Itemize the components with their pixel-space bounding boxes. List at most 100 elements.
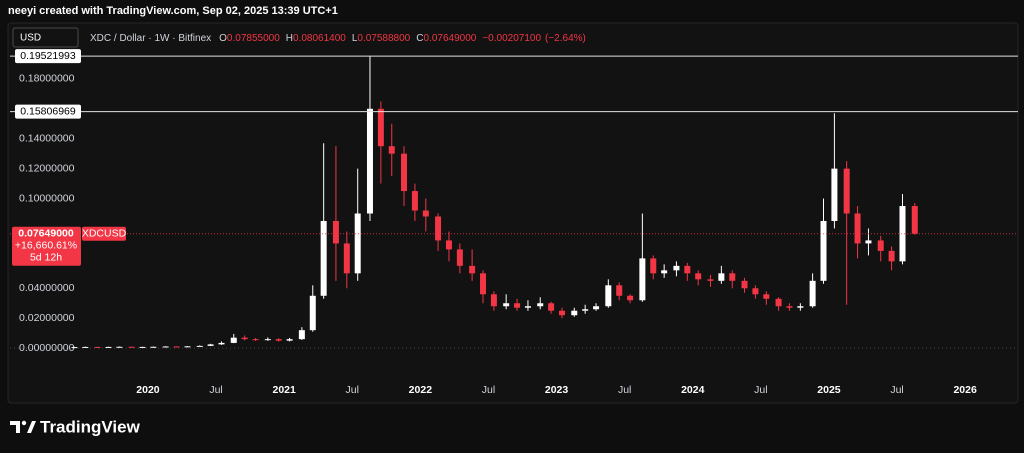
candle-body <box>116 346 123 348</box>
candle-body <box>865 240 872 244</box>
candle-body <box>503 303 510 307</box>
logo: TradingView <box>10 417 141 436</box>
price-line-box <box>15 49 81 64</box>
currency[interactable]: USD <box>20 33 41 44</box>
candle-body <box>241 337 248 340</box>
candle-body <box>105 346 112 348</box>
x-tick-label: Jul <box>890 384 903 396</box>
candle-body <box>831 168 838 221</box>
x-tick-label: Jul <box>754 384 767 396</box>
change: −0.00207100 <box>482 33 541 44</box>
x-tick-label: 2020 <box>136 384 160 396</box>
ticker-box <box>82 226 126 241</box>
candle-body <box>877 240 884 251</box>
candle-body <box>377 108 384 147</box>
y-tick-label: 0.18000000 <box>19 73 75 85</box>
candle-body <box>627 295 634 301</box>
field-value: 0.07588800 <box>357 33 410 44</box>
x-tick-label: 2021 <box>272 384 296 396</box>
candle-body <box>639 258 646 301</box>
candle-body <box>718 273 725 281</box>
price-line-label: 0.15806969 <box>20 105 76 117</box>
brand: TradingView <box>40 417 141 436</box>
y-tick-label: 0.02000000 <box>19 312 75 324</box>
candle-body <box>797 306 804 308</box>
candle-body <box>809 280 816 307</box>
field-key: L <box>352 33 358 44</box>
field-key: C <box>416 33 423 44</box>
candle-body <box>650 258 657 274</box>
price-line-box <box>15 104 81 119</box>
candle-body <box>605 285 612 307</box>
field-value: 0.07855000 <box>227 33 280 44</box>
x-tick-label: Jul <box>209 384 222 396</box>
currency-box[interactable] <box>12 27 79 48</box>
candle-body <box>684 265 691 274</box>
x-tick-label: 2024 <box>681 384 705 396</box>
candle-body <box>888 250 895 262</box>
candle-body <box>593 306 600 310</box>
x-tick-label: 2026 <box>953 384 977 396</box>
candle-body <box>673 265 680 271</box>
candle-body <box>196 345 203 347</box>
candle-body <box>763 294 770 299</box>
candle-body <box>616 285 623 296</box>
candle-body <box>275 339 282 341</box>
candle-body <box>252 339 259 341</box>
candle-body <box>150 346 157 348</box>
candle-body <box>71 347 78 349</box>
caption: neeyi created with TradingView.com, Sep … <box>8 5 338 17</box>
logo-mark <box>27 421 36 433</box>
last-price-box <box>12 226 81 266</box>
candle-body <box>775 298 782 307</box>
field-value: 0.07649000 <box>423 33 476 44</box>
candle-body <box>911 206 918 234</box>
chart-panel <box>7 22 1019 404</box>
candle-body <box>207 344 214 346</box>
candle-body <box>139 346 146 348</box>
candle-body <box>524 306 531 308</box>
candle-body <box>309 295 316 331</box>
candle-body <box>571 310 578 316</box>
candle-body <box>469 265 476 274</box>
x-tick-label: Jul <box>346 384 359 396</box>
candle-body <box>514 303 521 308</box>
candle-body <box>343 243 350 274</box>
y-tick-label: 0.10000000 <box>19 192 75 204</box>
candle-body <box>332 220 339 244</box>
last-price: 0.07649000 <box>18 227 74 239</box>
price-line-label: 0.19521993 <box>20 50 76 62</box>
candle-body <box>401 153 408 192</box>
ticker: XDCUSD <box>82 227 127 239</box>
field-key: H <box>286 33 293 44</box>
candle-body <box>218 342 225 345</box>
candle-body <box>707 279 714 281</box>
candle-body <box>173 346 180 348</box>
candle-body <box>582 309 589 311</box>
candle-body <box>411 191 418 211</box>
y-tick-label: 0.00000000 <box>19 342 75 354</box>
candle-body <box>94 346 101 348</box>
last-change: +16,660.61% <box>15 239 77 251</box>
candle-body <box>320 220 327 296</box>
logo-mark <box>21 420 27 426</box>
candle-body <box>354 213 361 274</box>
x-tick-label: Jul <box>482 384 495 396</box>
candle-body <box>366 108 373 214</box>
candle-body <box>456 249 463 266</box>
candle-body <box>286 339 293 341</box>
candle-body <box>388 146 395 154</box>
candle-body <box>741 280 748 289</box>
candle-body <box>435 216 442 241</box>
candle-body <box>298 330 305 340</box>
candle-body <box>820 220 827 281</box>
x-tick-label: Jul <box>618 384 631 396</box>
candle-body <box>729 273 736 281</box>
candle-body <box>128 346 135 348</box>
candle-body <box>184 346 191 348</box>
candle-body <box>445 240 452 250</box>
candle-body <box>548 303 555 311</box>
candle-body <box>854 213 861 244</box>
y-tick-label: 0.14000000 <box>19 132 75 144</box>
